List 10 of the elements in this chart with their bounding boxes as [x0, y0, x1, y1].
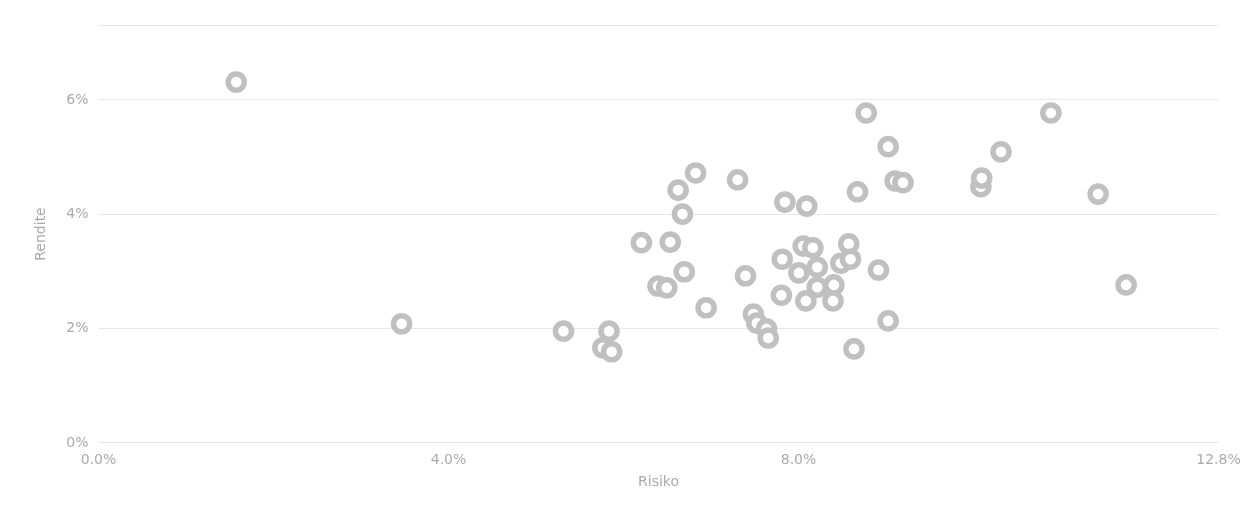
- y-tick-label: 2%: [66, 319, 89, 336]
- y-axis-title: Rendite: [32, 207, 49, 261]
- x-tick-label: 4.0%: [430, 450, 467, 467]
- x-tick-label: 0.0%: [80, 450, 117, 467]
- y-tick-label: 6%: [66, 90, 89, 107]
- y-tick-label: 0%: [66, 433, 89, 450]
- x-axis-title: Risiko: [638, 472, 679, 489]
- y-tick-label: 4%: [66, 205, 89, 222]
- x-tick-label: 12.8%: [1196, 450, 1241, 467]
- x-tick-label: 8.0%: [780, 450, 817, 467]
